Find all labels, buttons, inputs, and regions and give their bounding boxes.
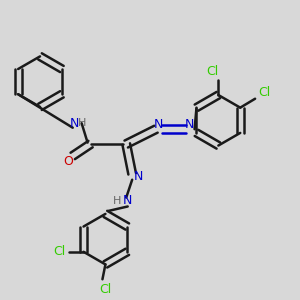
Text: N: N: [134, 170, 143, 183]
Text: H: H: [78, 118, 87, 128]
Text: H: H: [113, 196, 122, 206]
Text: Cl: Cl: [54, 245, 66, 258]
Text: N: N: [70, 117, 79, 130]
Text: Cl: Cl: [99, 283, 112, 296]
Text: N: N: [154, 118, 164, 131]
Text: N: N: [184, 118, 194, 131]
Text: Cl: Cl: [258, 86, 270, 99]
Text: Cl: Cl: [206, 65, 218, 78]
Text: N: N: [123, 194, 132, 207]
Text: O: O: [63, 155, 73, 168]
